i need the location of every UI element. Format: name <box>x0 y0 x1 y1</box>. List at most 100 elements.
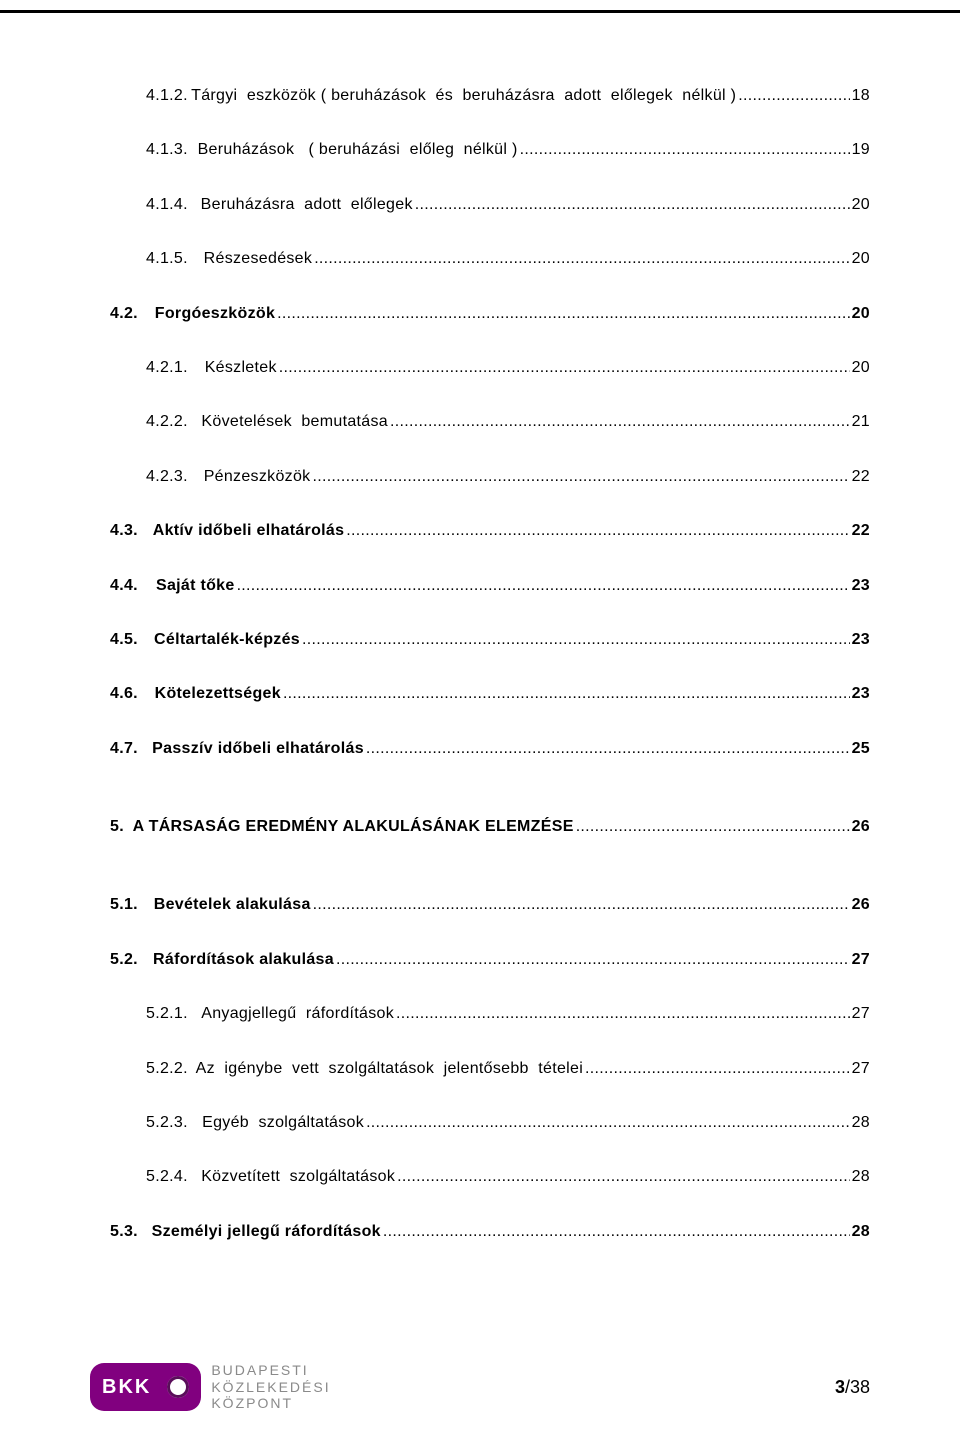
toc-title: Pénzeszközök <box>204 466 311 488</box>
toc-title: Tárgyi eszközök ( beruházások és beruház… <box>191 85 736 107</box>
toc-leader: ........................................… <box>312 466 849 483</box>
toc-leader: ........................................… <box>390 411 850 428</box>
toc-row: 5.2. Ráfordítások alakulása .............… <box>110 949 870 971</box>
toc-page: 27 <box>852 949 870 971</box>
toc-page: 20 <box>852 303 870 325</box>
toc-row: 4.3.Aktív időbeli elhatárolás ..........… <box>110 520 870 542</box>
toc-leader: ........................................… <box>576 816 850 833</box>
toc-leader: ........................................… <box>237 575 850 592</box>
toc-page: 20 <box>852 194 870 216</box>
toc-row: 4.1.3. Beruházások ( beruházási előleg né… <box>146 139 870 161</box>
toc-row: 4.2.1. Készletek ........................… <box>146 357 870 379</box>
toc-leader: ........................................… <box>738 85 849 102</box>
page-footer: BKK BUDAPESTI KÖZLEKEDÉSI KÖZPONT 3/38 <box>90 1362 870 1412</box>
toc-leader: ........................................… <box>346 520 849 537</box>
toc-page: 23 <box>852 629 870 651</box>
toc-page: 27 <box>852 1003 870 1025</box>
toc-number: 4.5. <box>110 629 138 651</box>
toc-leader: ........................................… <box>302 629 850 646</box>
toc-leader: ........................................… <box>366 738 850 755</box>
toc-page: 26 <box>852 816 870 838</box>
toc-title: Beruházások ( beruházási előleg nélkül ) <box>198 139 518 161</box>
toc-row: 5.2.1. Anyagjellegű ráfordítások ........… <box>146 1003 870 1025</box>
toc-number: 4.1.5. <box>146 248 188 270</box>
toc-row: 4.2.2. Követelések bemutatása ...........… <box>146 411 870 433</box>
page-number: 3/38 <box>835 1377 870 1398</box>
toc-page: 23 <box>852 575 870 597</box>
toc-number: 4.2.1. <box>146 357 188 379</box>
toc-row: 4.1.2.Tárgyi eszközök ( beruházások és b… <box>146 85 870 107</box>
toc-page: 26 <box>852 894 870 916</box>
toc-title: Forgóeszközök <box>155 303 275 325</box>
toc-number: 4.1.2. <box>146 85 188 107</box>
toc-page: 18 <box>852 85 870 107</box>
toc-page: 28 <box>852 1221 870 1243</box>
logo: BKK BUDAPESTI KÖZLEKEDÉSI KÖZPONT <box>90 1362 331 1412</box>
toc-title: Beruházásra adott előlegek <box>201 194 413 216</box>
toc-title: Közvetített szolgáltatások <box>201 1166 395 1188</box>
toc-row: 4.1.5.Részesedések .....................… <box>146 248 870 270</box>
toc-title: Követelések bemutatása <box>201 411 388 433</box>
toc-number: 5.2.3. <box>146 1112 188 1134</box>
toc-number: 4.4. <box>110 575 138 597</box>
toc-title: Ráfordítások alakulása <box>153 949 334 971</box>
page-total: 38 <box>850 1377 870 1397</box>
toc-leader: ........................................… <box>279 357 850 374</box>
toc-row: 4.2.3. Pénzeszközök .....................… <box>146 466 870 488</box>
toc-row: 5.2.3. Egyéb szolgáltatások .............… <box>146 1112 870 1134</box>
toc-row: 5.1.Bevételek alakulása ................… <box>110 894 870 916</box>
toc-number: 4.1.4. <box>146 194 188 216</box>
toc-row: 5.2.2. Az igénybe vett szolgáltatások jel… <box>146 1058 870 1080</box>
toc-title: Egyéb szolgáltatások <box>202 1112 364 1134</box>
toc-row: 5.2.4.Közvetített szolgáltatások .......… <box>146 1166 870 1188</box>
toc-number: 4.6. <box>110 683 138 705</box>
toc-number: 5.1. <box>110 894 138 916</box>
toc-page: 22 <box>852 520 870 542</box>
toc-number: 5.2.1. <box>146 1003 188 1025</box>
toc-number: 4.2.2. <box>146 411 188 433</box>
toc-page: 21 <box>852 411 870 433</box>
toc-title: Az igénybe vett szolgáltatások jelentőse… <box>196 1058 583 1080</box>
toc-leader: ........................................… <box>520 139 850 156</box>
toc-row: 4.4. Saját tőke .........................… <box>110 575 870 597</box>
toc-leader: ........................................… <box>336 949 850 966</box>
toc-leader: ........................................… <box>415 194 850 211</box>
toc-leader: ........................................… <box>366 1112 850 1129</box>
toc-row: 4.5.Céltartalék-képzés .................… <box>110 629 870 651</box>
toc-number: 5.2.4. <box>146 1166 188 1188</box>
logo-label-line: KÖZLEKEDÉSI <box>211 1379 330 1396</box>
toc-leader: ........................................… <box>396 1003 850 1020</box>
logo-label: BUDAPESTI KÖZLEKEDÉSI KÖZPONT <box>211 1362 330 1412</box>
logo-text: BKK <box>102 1376 151 1399</box>
toc-title: Részesedések <box>204 248 313 270</box>
toc-page: 23 <box>852 683 870 705</box>
toc-title: Anyagjellegű ráfordítások <box>201 1003 394 1025</box>
toc-row: 4.6.Kötelezettségek ....................… <box>110 683 870 705</box>
toc-page: 20 <box>852 357 870 379</box>
toc-title: A TÁRSASÁG EREDMÉNY ALAKULÁSÁNAK ELEMZÉS… <box>133 816 574 838</box>
logo-label-line: BUDAPESTI <box>211 1362 330 1379</box>
toc-number: 5. <box>110 816 124 838</box>
toc-content: 4.1.2.Tárgyi eszközök ( beruházások és b… <box>110 85 870 1275</box>
toc-row: 4.7.Passzív időbeli elhatárolás ........… <box>110 738 870 760</box>
page: 4.1.2.Tárgyi eszközök ( beruházások és b… <box>0 0 960 1454</box>
toc-number: 4.1.3. <box>146 139 188 161</box>
toc-number: 5.2.2. <box>146 1058 188 1080</box>
top-rule <box>0 0 960 13</box>
toc-number: 4.2.3. <box>146 466 188 488</box>
toc-row: 5.3.Személyi jellegű ráfordítások ......… <box>110 1221 870 1243</box>
toc-page: 28 <box>852 1112 870 1134</box>
toc-leader: ........................................… <box>277 303 849 320</box>
toc-title: Saját tőke <box>156 575 235 597</box>
page-current: 3 <box>835 1377 845 1397</box>
toc-title: Készletek <box>205 357 277 379</box>
toc-page: 28 <box>852 1166 870 1188</box>
toc-row: 4.2.Forgóeszközök ......................… <box>110 303 870 325</box>
toc-title: Aktív időbeli elhatárolás <box>153 520 345 542</box>
toc-page: 25 <box>852 738 870 760</box>
toc-section-gap <box>110 792 870 816</box>
toc-row: 5. A TÁRSASÁG EREDMÉNY ALAKULÁSÁNAK ELEMZ… <box>110 816 870 838</box>
toc-number: 5.2. <box>110 949 138 971</box>
toc-leader: ........................................… <box>383 1221 850 1238</box>
toc-leader: ........................................… <box>313 894 850 911</box>
